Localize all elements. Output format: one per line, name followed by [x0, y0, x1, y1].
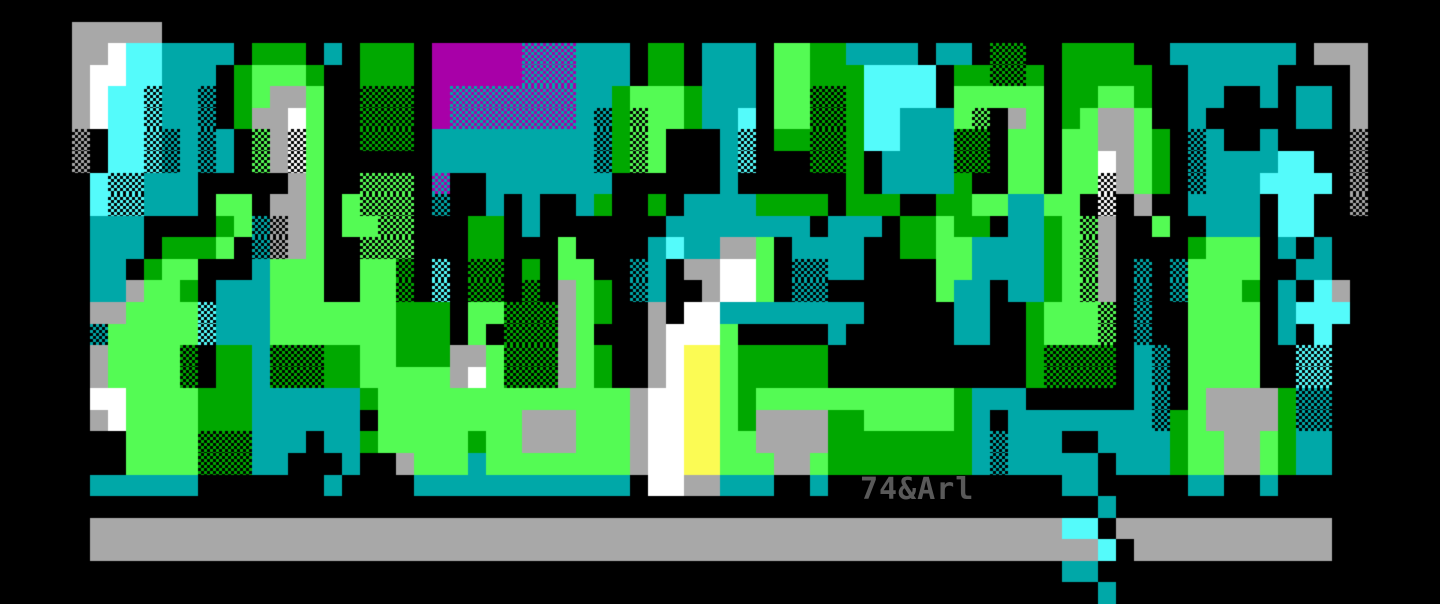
artist-signature: 74&Arl — [860, 472, 975, 507]
